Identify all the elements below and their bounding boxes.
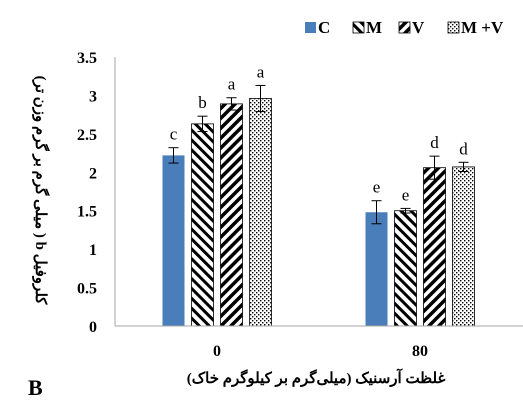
legend-item: M +V [447, 18, 504, 37]
y-tick-label: 2.5 [77, 127, 97, 144]
legend-swatch [305, 22, 316, 33]
y-tick-label: 1 [89, 242, 97, 259]
bar-V-80 [423, 167, 446, 327]
y-tick-label: 3 [89, 88, 97, 105]
y-tick-label: 3.5 [77, 50, 97, 67]
bar-C-0 [162, 155, 185, 326]
bars: c b a a e e d d [162, 62, 475, 327]
legend-item: V [398, 18, 425, 37]
legend-label: M +V [461, 18, 504, 37]
legend-swatch [447, 21, 460, 34]
significance-letter: e [402, 185, 410, 204]
bar-M-0 [191, 123, 214, 327]
panel-label: B [28, 375, 43, 400]
significance-letter: a [228, 75, 236, 94]
y-tick-label: 2 [89, 165, 97, 182]
x-axis-title: غلظت آرسنیک (میلی‌گرم بر کیلوگرم خاک) [187, 368, 446, 387]
bar-group-80: e e d d [365, 133, 475, 327]
x-tick-label: 80 [412, 343, 428, 360]
x-axis-ticks: 0 80 [213, 343, 428, 360]
bar-V-0 [220, 103, 243, 327]
legend-swatch [352, 21, 365, 34]
legend-item: C [305, 18, 330, 37]
significance-letter: d [459, 139, 468, 158]
legend-label: M [366, 18, 382, 37]
bar-C-80 [365, 212, 388, 326]
y-axis-ticks: 0 0.5 1 1.5 2 2.5 3 3.5 [77, 50, 97, 336]
legend-label: C [318, 18, 330, 37]
significance-letter: a [257, 62, 265, 81]
significance-letter: c [170, 125, 178, 144]
legend-label: V [412, 18, 425, 37]
y-tick-label: 0.5 [77, 281, 97, 298]
bar-group-0: c b a a [162, 62, 272, 327]
bar-MV-0 [249, 98, 272, 327]
bar-M-80 [394, 210, 417, 327]
legend: C M V M +V [305, 18, 504, 37]
legend-item: M [352, 18, 382, 37]
significance-letter: d [430, 133, 439, 152]
significance-letter: e [373, 178, 381, 197]
significance-letter: b [198, 93, 207, 112]
bar-MV-80 [452, 166, 475, 327]
y-tick-label: 1.5 [77, 204, 97, 221]
y-axis-title: کلروفیل b ( میلی گرم بر گرم وزن تر) [32, 76, 50, 306]
y-tick-label: 0 [89, 319, 97, 336]
x-tick-label: 0 [213, 343, 221, 360]
legend-swatch [398, 21, 411, 34]
